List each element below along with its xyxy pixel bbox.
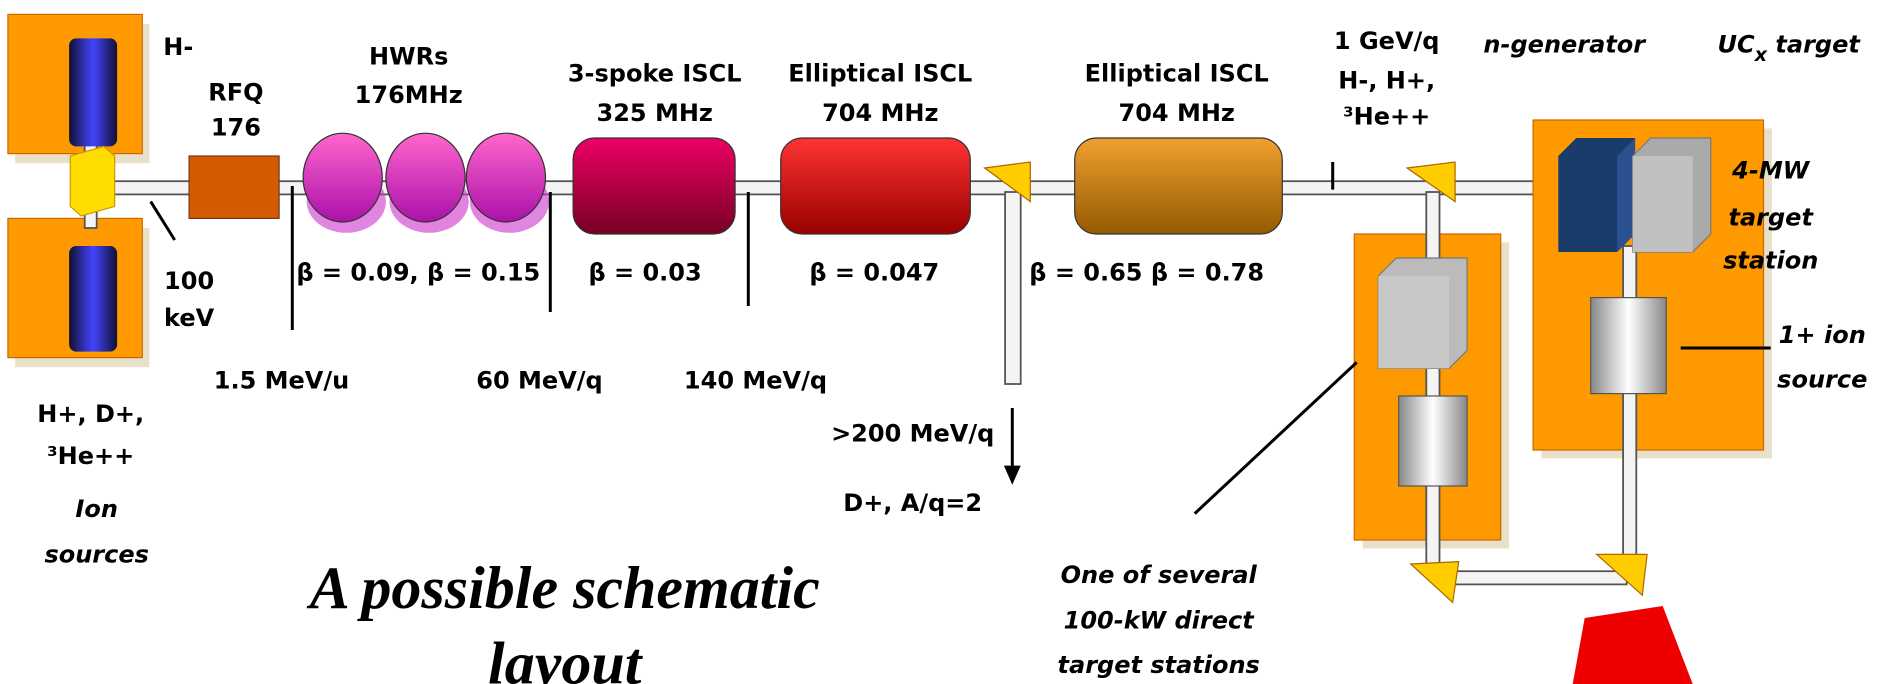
label: 1.5 MeV/u [214,367,349,395]
label: target [1767,31,1861,59]
label: >200 MeV/q [831,419,994,447]
label: 140 MeV/q [684,367,827,395]
label: H-, H+, [1338,67,1435,95]
label: β = 0.03 [588,259,701,287]
label: target stations [1058,651,1260,679]
label: RFQ [208,79,263,107]
label: 325 MHz [597,99,713,127]
label: 4-MW [1731,157,1811,185]
labels: H- RFQ 176 HWRs 176MHz 3-spoke ISCL 325 … [37,27,1867,684]
label: Elliptical ISCL [1085,59,1269,87]
shapes [7,13,1772,684]
label: 176MHz [355,81,463,109]
label: 1 GeV/q [1334,27,1440,55]
label: UC [1718,31,1755,59]
title: layout [488,630,644,684]
label: 3-spoke ISCL [568,59,742,87]
label: 100 [164,267,214,295]
label: H- [163,33,193,61]
title: A possible schematic [306,555,820,621]
label: β = 0.65 β = 0.78 [1029,259,1264,287]
label: ³He++ [1343,103,1430,131]
label: 1+ ion [1779,321,1866,349]
label: 100-kW direct [1064,607,1256,635]
label: x [1754,43,1768,66]
label: 704 MHz [1119,99,1235,127]
label: source [1777,365,1867,393]
label: 176 [211,113,261,141]
label: sources [44,541,148,569]
label: Elliptical ISCL [788,59,972,87]
label: D+, A/q=2 [843,489,982,517]
label: One of several [1061,561,1258,589]
label: UCx target [1718,31,1862,66]
label: H+, D+, [37,400,144,428]
label: ³He++ [47,442,134,470]
label: β = 0.047 [809,259,939,287]
label: 704 MHz [822,99,938,127]
label: β = 0.09, β = 0.15 [296,259,540,287]
label: HWRs [369,43,448,71]
label: station [1723,247,1818,275]
label: keV [164,304,215,332]
label: Ion [75,495,118,523]
label: n-generator [1483,31,1647,59]
label: 60 MeV/q [476,367,602,395]
label: target [1728,203,1814,231]
